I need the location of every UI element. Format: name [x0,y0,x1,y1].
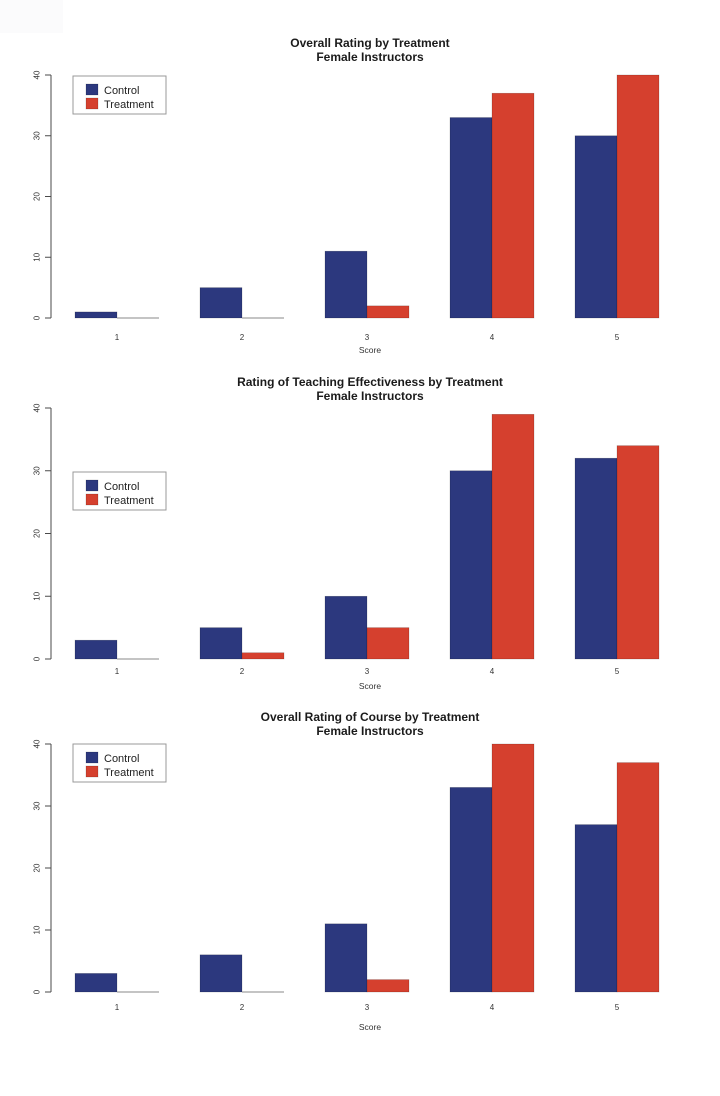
bar-control-score-1 [74,973,118,993]
bar-treatment-score-3 [366,627,410,660]
teaching-effectiveness-plot: 0 10 20 30 40 1 2 3 4 5 Control Treatment [33,403,660,676]
chart-overall-rating: 0 10 20 30 40 1 2 3 4 5 Control Treatment Overall R… [0,0,720,368]
bar-control-score-4 [449,470,493,660]
x-category-label: 4 [490,333,495,342]
y-axis-tick-label: 40 [33,739,42,748]
legend-label-treatment: Treatment [104,767,154,779]
chart-subtitle: Female Instructors [316,389,424,403]
x-category-label: 5 [615,333,620,342]
bar-control-score-5 [574,824,618,993]
y-axis-tick-label: 10 [33,252,42,261]
x-axis-label: Score [358,1022,382,1032]
x-category-label: 5 [615,667,620,676]
bar-control-score-5 [574,457,618,660]
bar-treatment-score-2 [241,652,285,660]
bar-control-score-4 [449,117,493,319]
y-axis-tick-label: 20 [33,529,42,538]
x-category-label: 3 [365,667,370,676]
y-axis-tick-label: 20 [33,192,42,201]
x-category-label: 2 [240,667,245,676]
legend-swatch-control [85,751,99,764]
scan-artifact [0,0,63,33]
overall-course-rating-plot: 0 10 20 30 40 1 2 3 4 5 Control Treatment [33,739,660,1012]
bar-treatment-score-4 [491,743,535,993]
y-axis-tick-label: 30 [33,131,42,140]
legend-swatch-treatment [85,97,99,110]
y-axis-tick-label: 20 [33,863,42,872]
y-axis-tick-label: 10 [33,925,42,934]
y-axis-tick-label: 40 [33,403,42,412]
y-axis-tick-label: 0 [33,315,42,320]
x-category-label: 3 [365,333,370,342]
bar-control-score-4 [449,787,493,993]
chart-subtitle: Female Instructors [316,50,424,64]
legend-label-treatment: Treatment [104,495,154,507]
chart-title: Overall Rating of Course by Treatment [260,710,480,724]
x-category-label: 4 [490,1003,495,1012]
bar-treatment-score-5 [616,445,660,660]
legend: Control Treatment [72,471,167,511]
bar-control-score-1 [74,311,118,319]
legend-swatch-treatment [85,493,99,506]
legend-label-control: Control [104,85,139,97]
legend: Control Treatment [72,75,167,115]
x-axis-label: Score [358,345,382,355]
bar-control-score-3 [324,250,368,319]
y-axis-tick-label: 40 [33,70,42,79]
x-category-label: 5 [615,1003,620,1012]
legend-label-control: Control [104,753,139,765]
legend-swatch-treatment [85,765,99,778]
legend-swatch-control [85,479,99,492]
y-axis-tick-label: 10 [33,591,42,600]
y-axis-tick-label: 30 [33,466,42,475]
bar-control-score-3 [324,923,368,993]
x-category-label: 1 [115,333,120,342]
legend-swatch-control [85,83,99,96]
bar-treatment-score-3 [366,979,410,993]
bar-control-score-5 [574,135,618,319]
x-axis-label: Score [358,681,382,691]
bar-treatment-score-4 [491,92,535,319]
chart-subtitle: Female Instructors [316,724,424,738]
x-category-label: 4 [490,667,495,676]
bar-treatment-score-3 [366,305,410,319]
legend-label-treatment: Treatment [104,99,154,111]
bar-control-score-2 [199,954,243,993]
bar-control-score-2 [199,627,243,660]
y-axis-tick-label: 0 [33,656,42,661]
bar-treatment-score-5 [616,74,660,319]
x-category-label: 1 [115,1003,120,1012]
chart-teaching-effectiveness: 0 10 20 30 40 1 2 3 4 5 Control Treatment Rating of… [0,368,720,700]
y-axis-tick-label: 30 [33,801,42,810]
bar-control-score-1 [74,639,118,660]
chart-title: Rating of Teaching Effectiveness by Trea… [237,375,503,389]
bar-control-score-3 [324,595,368,660]
chart-overall-course-rating: 0 10 20 30 40 1 2 3 4 5 Control Treatment Overall R… [0,700,720,1096]
legend: Control Treatment [72,743,167,783]
x-category-label: 3 [365,1003,370,1012]
bar-control-score-2 [199,287,243,319]
x-category-label: 2 [240,1003,245,1012]
x-category-label: 2 [240,333,245,342]
x-category-label: 1 [115,667,120,676]
bar-treatment-score-4 [491,413,535,660]
chart-title: Overall Rating by Treatment [290,36,450,50]
legend-label-control: Control [104,481,139,493]
bar-treatment-score-5 [616,762,660,993]
y-axis-tick-label: 0 [33,989,42,994]
overall-rating-plot: 0 10 20 30 40 1 2 3 4 5 Control Treatment [33,70,660,342]
